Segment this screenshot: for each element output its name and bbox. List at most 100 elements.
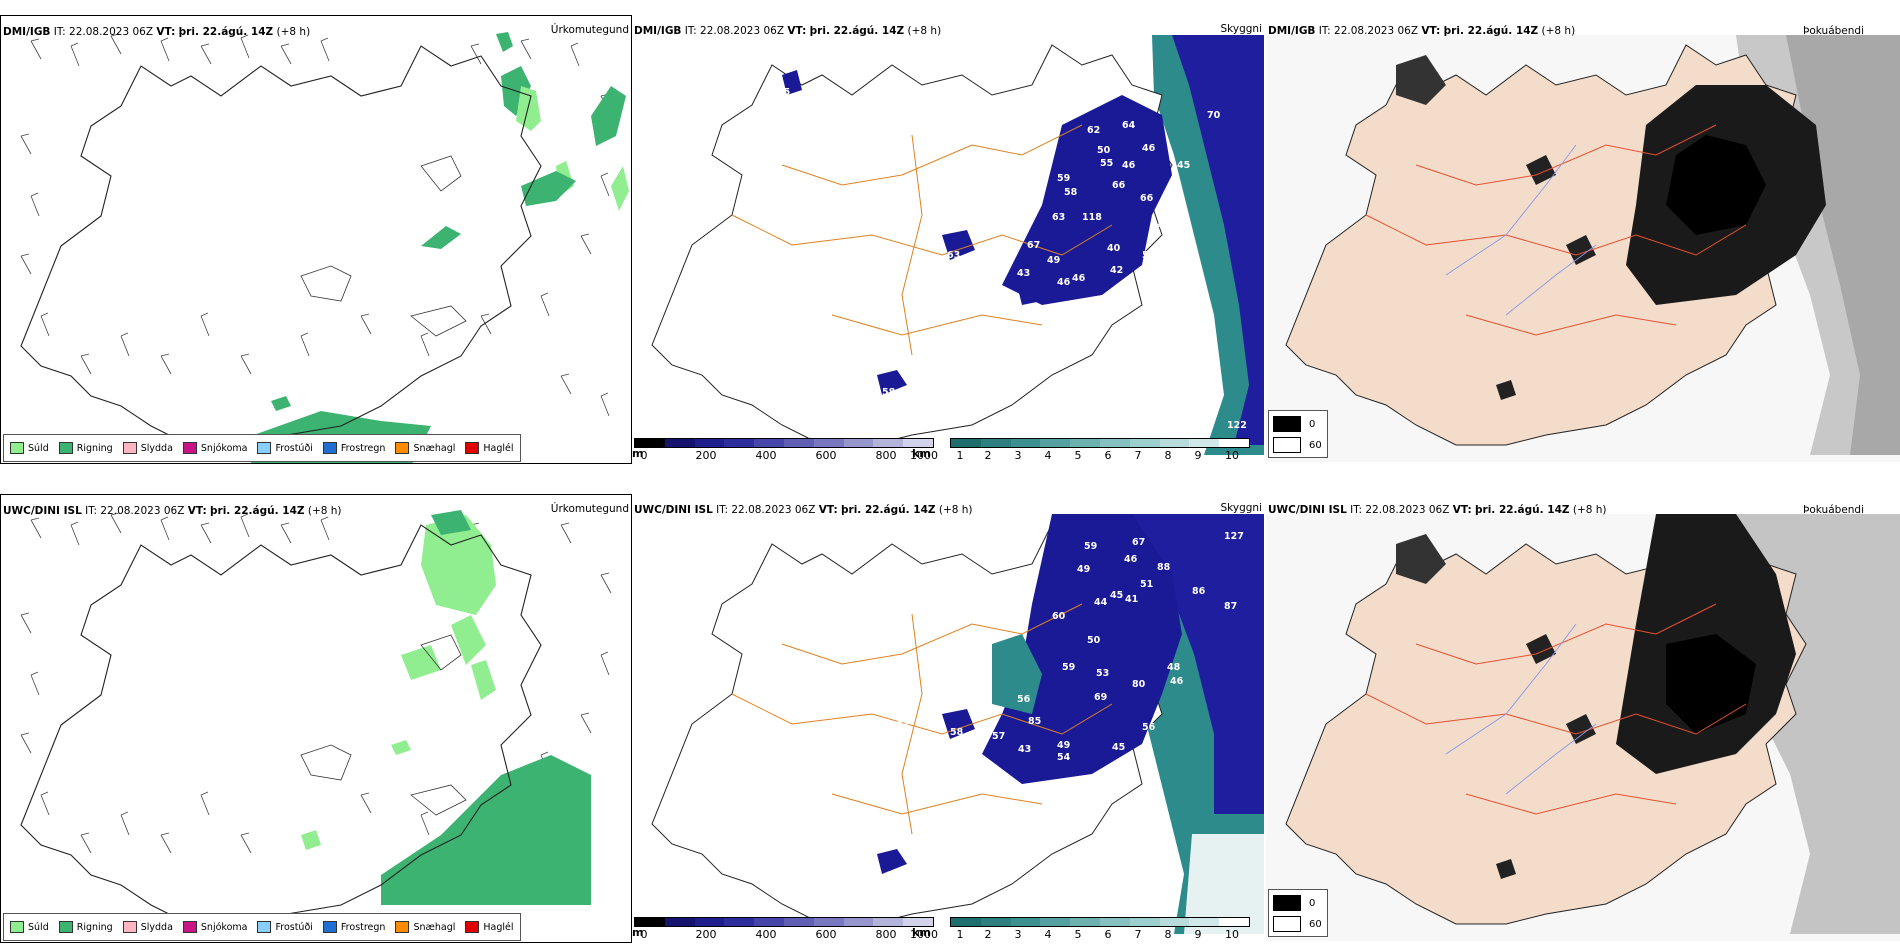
legend-item: Súld: [10, 442, 49, 454]
cloud-base-value: 80: [1132, 679, 1146, 690]
panel-header: DMI/IGB IT: 22.08.2023 06Z VT: þri. 22.á…: [1268, 25, 1575, 37]
legend-swatch: [58, 442, 73, 454]
legend-swatch: [395, 921, 410, 933]
colorbar-swatch: [1010, 439, 1041, 447]
vt-label: VT:: [187, 505, 207, 517]
legend-item: Snjókoma: [182, 921, 247, 933]
fog-index-panel-2[interactable]: UWC/DINI ISL IT: 22.08.2023 06Z VT: þri.…: [1266, 494, 1900, 941]
legend-label: Slydda: [140, 442, 173, 454]
legend-swatch: [465, 442, 480, 454]
fog-areas: [1396, 55, 1826, 400]
visibility-panel-2[interactable]: UWC/DINI ISL IT: 22.08.2023 06Z VT: þri.…: [632, 494, 1264, 941]
cloud-base-value: 56: [1017, 694, 1031, 705]
fog-legend: 0 60: [1268, 410, 1328, 458]
legend-label: Snæhagl: [413, 442, 456, 454]
tick-label: 600: [815, 449, 837, 462]
model-name: DMI/IGB: [3, 26, 51, 38]
wind-barbs: [20, 512, 612, 854]
colorbar-unit: m: [632, 926, 644, 939]
legend-label: Haglél: [483, 921, 514, 933]
legend-item: Frostregn: [322, 442, 385, 454]
tick-label: 600: [815, 928, 837, 941]
cloud-base-value: 54: [1057, 752, 1071, 763]
legend-label: Frostúði: [275, 921, 313, 933]
cloud-base-value: 56: [1142, 722, 1156, 733]
tick-label: 7: [1134, 449, 1142, 462]
glacier-outline: [300, 634, 467, 816]
legend-swatch: [257, 442, 272, 454]
colorbar-boxes: [634, 917, 934, 927]
cloud-base-value: 49: [1047, 255, 1061, 266]
tick-label: 8: [1164, 928, 1172, 941]
colorbar-swatch: [1189, 918, 1220, 926]
lead-time: (+8 h): [907, 25, 942, 37]
cloud-base-value: 70: [1207, 110, 1221, 121]
lead-time: (+8 h): [1572, 504, 1607, 516]
legend-label: Snjókoma: [200, 442, 248, 454]
precip-legend: Súld Rigning Slydda Snjókoma Frostúði Fr…: [3, 913, 521, 941]
lead-time: (+8 h): [1541, 25, 1576, 37]
cloud-base-value: 67: [1132, 537, 1146, 548]
cloud-base-value: 63: [1052, 212, 1066, 223]
fog-index-panel-1[interactable]: DMI/IGB IT: 22.08.2023 06Z VT: þri. 22.á…: [1266, 15, 1900, 462]
cloud-base-value: 58: [950, 727, 964, 738]
fog-legend-label: 60: [1309, 918, 1322, 930]
colorbar-swatch: [1159, 439, 1190, 447]
wind-barbs: [20, 33, 612, 417]
cloud-base-value: 88: [1157, 562, 1171, 573]
vt-value: þri. 22.ágú. 14Z: [1475, 504, 1570, 516]
colorbar-swatch: [1099, 918, 1130, 926]
legend-item: Slydda: [122, 442, 173, 454]
precip-type-panel-2[interactable]: UWC/DINI ISL IT: 22.08.2023 06Z VT: þri.…: [0, 494, 632, 943]
cloud-base-value: 53: [1096, 668, 1110, 679]
cloud-base-value: 40: [1107, 243, 1121, 254]
cloud-base-value: 57: [992, 731, 1006, 742]
cloud-base-value: 45: [1110, 590, 1124, 601]
legend-swatch: [182, 921, 197, 933]
cloud-base-value: 44: [1094, 597, 1108, 608]
colorbar-swatch: [694, 439, 725, 447]
colorbar-labels: 0 200 400 600 800 1000: [634, 448, 939, 462]
colorbar-swatch: [664, 918, 695, 926]
vt-value: þri. 22.ágú. 14Z: [1443, 25, 1539, 37]
colorbar-boxes: [950, 438, 1250, 448]
cloud-base-value: 67: [1027, 240, 1041, 251]
cloud-base-value: 46: [1122, 160, 1136, 171]
legend-swatch: [58, 921, 73, 933]
cloud-base-value: 46: [1124, 554, 1138, 565]
colorbar-swatch: [724, 918, 755, 926]
precip-legend: Súld Rigning Slydda Snjókoma Frostúði Fr…: [3, 434, 521, 462]
legend-item: Snjókoma: [182, 442, 248, 454]
cloud-base-value: 43: [1017, 268, 1031, 279]
tick-label: 0: [640, 928, 648, 941]
colorbar-unit: m: [632, 447, 644, 460]
cloud-base-value: 62: [1087, 125, 1101, 136]
fog-legend-item: 60: [1273, 916, 1323, 932]
colorbar-swatch: [1129, 918, 1160, 926]
tick-label: 8: [1164, 449, 1172, 462]
colorbar-swatch: [813, 918, 844, 926]
tick-label: 800: [875, 449, 897, 462]
it-value: 22.08.2023 06Z: [1365, 504, 1450, 516]
legend-label: Rigning: [76, 921, 113, 933]
legend-label: Slydda: [140, 921, 173, 933]
precip-type-panel-1[interactable]: DMI/IGB IT: 22.08.2023 06Z VT: þri. 22.á…: [0, 15, 632, 464]
legend-item: Rigning: [58, 442, 113, 454]
cloud-base-value: 50: [1097, 145, 1111, 156]
vt-label: VT:: [787, 25, 807, 37]
rivers: [1445, 144, 1597, 316]
fog-legend-swatch: [1273, 416, 1301, 432]
it-label: IT:: [85, 505, 98, 517]
it-value: 22.08.2023 06Z: [1334, 25, 1419, 37]
legend-label: Haglél: [483, 442, 514, 454]
colorbar-swatch: [754, 918, 784, 926]
colorbar-boxes: [634, 438, 934, 448]
panel-title: Þokuábendi: [1803, 504, 1864, 516]
colorbar-swatch: [1040, 439, 1071, 447]
cloud-base-value: 60: [1052, 611, 1066, 622]
cloud-base-value: 46: [1170, 676, 1184, 687]
colorbar-swatch: [694, 918, 725, 926]
vt-value: þri. 22.ágú. 14Z: [210, 505, 305, 517]
visibility-panel-1[interactable]: DMI/IGB IT: 22.08.2023 06Z VT: þri. 22.á…: [632, 15, 1264, 462]
cloud-base-value: 64: [1122, 120, 1136, 131]
